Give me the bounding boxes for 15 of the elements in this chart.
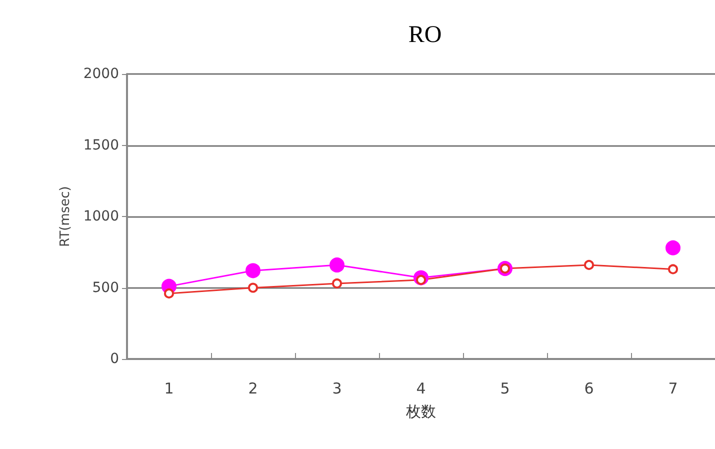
y-tick-label: 1500 xyxy=(83,137,119,154)
x-tick-label: 7 xyxy=(668,380,678,398)
y-tick-label: 1000 xyxy=(83,208,119,224)
x-tick-label: 2 xyxy=(248,380,258,398)
x-tick-label: 5 xyxy=(500,380,510,398)
y-axis-title: RT(msec) xyxy=(58,186,73,247)
x-tick-label: 4 xyxy=(416,380,426,398)
x-tick-label: 3 xyxy=(332,380,342,398)
x-tick-label: 1 xyxy=(164,380,174,398)
y-tick-label: 0 xyxy=(110,351,119,367)
y-tick-label: 500 xyxy=(92,280,119,296)
y-tick-label: 2000 xyxy=(83,66,119,82)
x-tick-label: 6 xyxy=(584,380,594,398)
chart-title: RO xyxy=(408,22,442,48)
x-axis-title: 枚数 xyxy=(405,402,436,420)
